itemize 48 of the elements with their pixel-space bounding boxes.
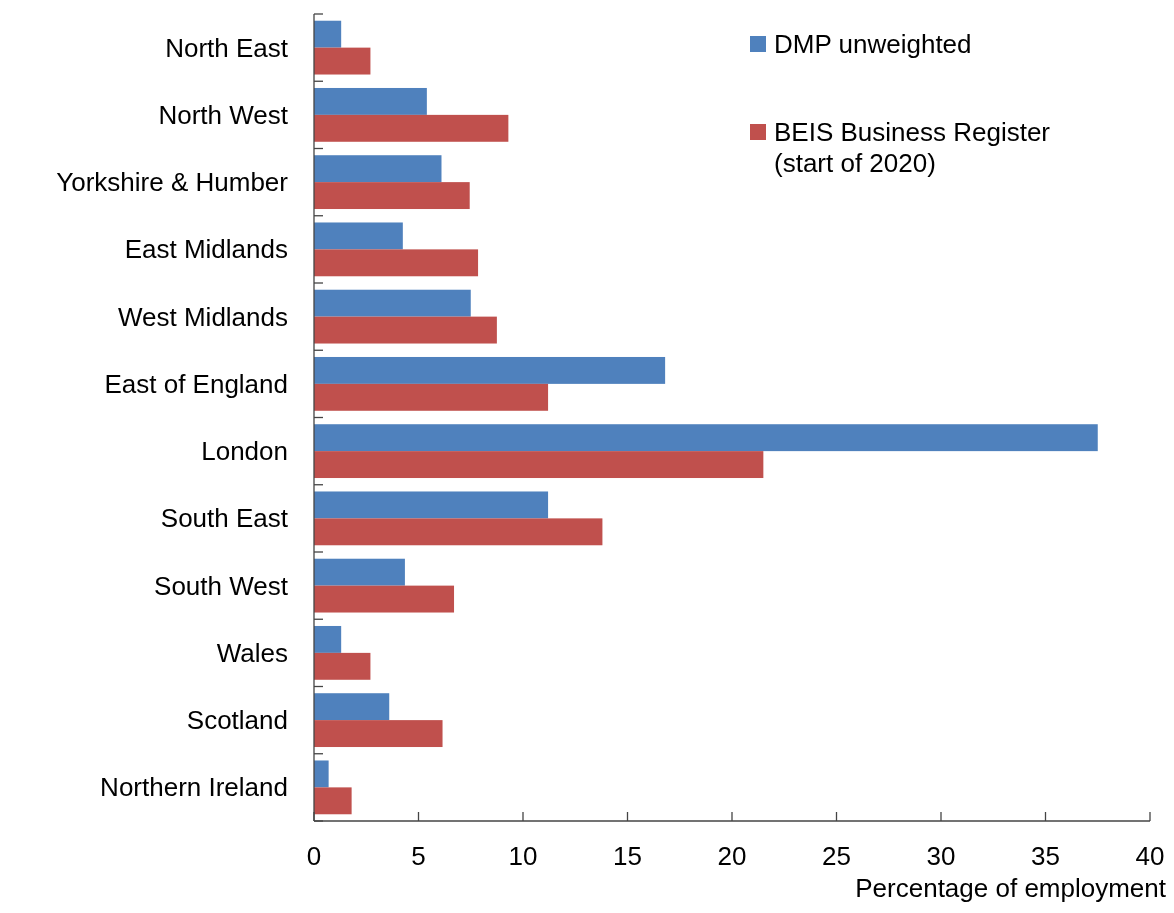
x-tick-label: 40 [1135,841,1165,871]
x-axis-title: Percentage of employment [855,873,1167,903]
y-tick-label: East Midlands [124,234,288,265]
bar [314,518,603,546]
y-tick-label: South West [154,570,289,601]
bar [314,182,470,210]
x-tick-label: 0 [306,841,322,871]
bar [314,424,1098,452]
x-tick-label: 35 [1031,841,1060,871]
bar [314,693,390,721]
bar [314,491,549,519]
y-tick-label: Scotland [186,705,288,736]
bar [314,652,371,680]
bar [314,20,342,48]
y-tick-label: Northern Ireland [100,772,288,803]
bar [314,356,666,384]
x-tick-label: 30 [926,841,956,871]
x-tick-label: 15 [613,841,642,871]
bar [314,289,471,317]
bar [314,155,442,183]
bar [314,585,455,613]
y-tick-label: Yorkshire & Humber [56,167,289,198]
bar [314,451,764,479]
y-tick-label: London [201,436,288,467]
x-tick-label: 25 [822,841,851,871]
bar [314,316,497,344]
bar [314,787,352,815]
legend-label: BEIS Business Register (start of 2020) [774,117,1051,179]
bar [314,87,427,115]
x-tick-label: 5 [411,841,426,871]
bar [314,249,479,277]
bar [314,558,405,586]
y-tick-label: West Midlands [117,301,288,332]
y-tick-label: East of England [104,368,288,399]
y-tick-label: South East [160,503,289,534]
bar [314,222,403,250]
bar [314,47,371,75]
x-tick-label: 20 [717,841,747,871]
bar [314,383,549,411]
legend-label: DMP unweighted [774,29,972,60]
bar [314,720,443,748]
y-tick-label: North West [158,99,289,130]
bar [314,625,342,653]
y-tick-label: Wales [216,637,288,668]
x-tick-label: 10 [508,841,538,871]
bar [314,760,329,788]
y-tick-label: North East [165,32,289,63]
bar [314,114,509,142]
